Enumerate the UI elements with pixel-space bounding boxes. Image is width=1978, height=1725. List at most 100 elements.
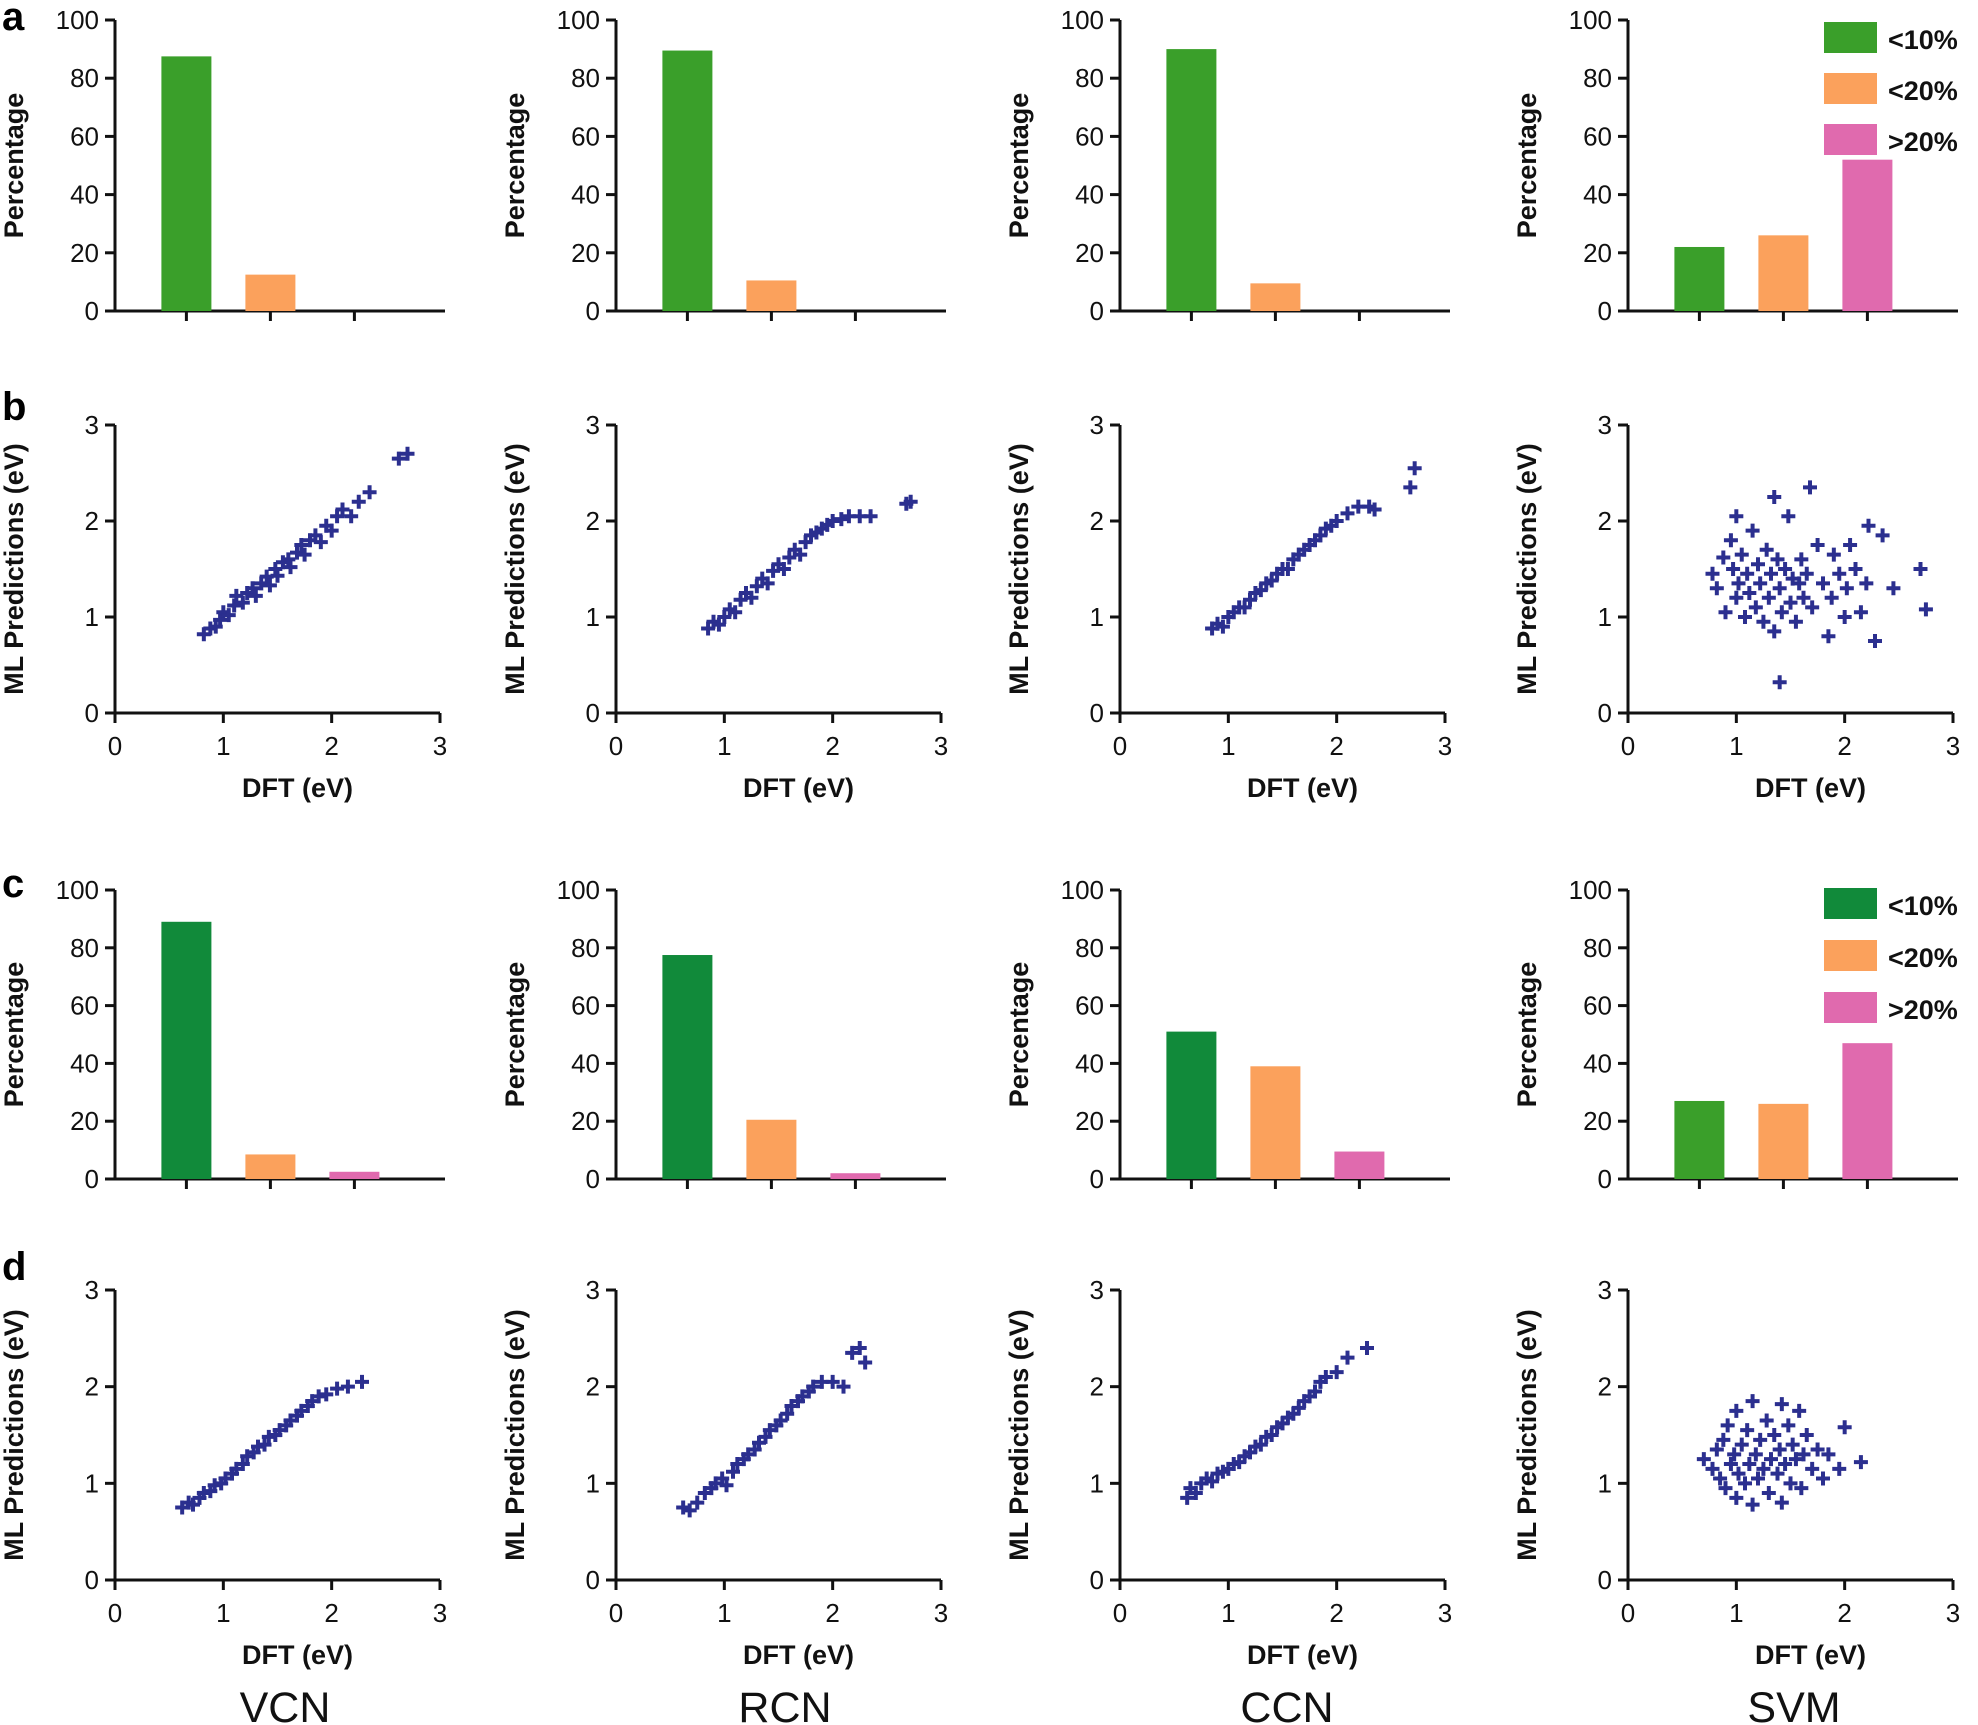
scatter-point	[1215, 619, 1230, 634]
scatter-point	[1792, 576, 1807, 591]
x-tick-label: 0	[1113, 731, 1127, 761]
bar-gt20	[1842, 159, 1893, 311]
model-labels: VCN RCN CCN SVM	[240, 1684, 1841, 1725]
chart-d-rcn: 00 1 1 2 2 3 3 DFT (eV) ML Predictions (eV)	[500, 1275, 948, 1670]
bar-lt10	[662, 955, 713, 1179]
scatter-point	[355, 1374, 369, 1389]
scatter-point	[834, 512, 849, 527]
x-tick-label: 0	[108, 1598, 122, 1628]
scatter-point	[793, 547, 808, 562]
y-tick-label: 20	[571, 238, 600, 268]
scatter-point	[297, 547, 312, 562]
scatter-point	[1340, 506, 1355, 521]
scatter-point	[1748, 600, 1763, 615]
y-tick-label: 60	[1583, 991, 1612, 1021]
y-axis-label: Percentage	[500, 93, 530, 239]
x-tick-label: 1	[1221, 731, 1235, 761]
x-axis-label: DFT (eV)	[1247, 773, 1358, 803]
scatter-point	[1770, 1466, 1785, 1481]
x-tick-label: 2	[1329, 1598, 1343, 1628]
bar-lt10	[161, 56, 212, 311]
y-tick-label: 0	[85, 1164, 99, 1194]
scatter-point	[262, 578, 277, 593]
scatter-point	[903, 494, 918, 509]
scatter-point	[1774, 1495, 1789, 1510]
scatter-points	[1205, 461, 1422, 636]
legend-swatch-lt20	[1824, 73, 1877, 104]
chart-a-rcn: 0 20 40 60 80 100 Percentage	[500, 5, 946, 326]
scatter-point	[1794, 1481, 1809, 1496]
y-tick-label: 1	[85, 1468, 99, 1498]
scatter-point	[1792, 1403, 1807, 1418]
scatter-point	[1705, 566, 1720, 581]
scatter-point	[1824, 590, 1839, 605]
y-tick-label: 2	[85, 506, 99, 536]
scatter-point	[1826, 547, 1841, 562]
y-axis-label: ML Predictions (eV)	[1512, 443, 1542, 695]
scatter-point	[1805, 600, 1820, 615]
scatter-point	[281, 552, 296, 567]
scatter-points	[196, 446, 415, 642]
scatter-point	[1799, 1428, 1814, 1442]
scatter-point	[1839, 581, 1854, 596]
scatter-point	[1810, 1442, 1825, 1457]
y-axis-label: Percentage	[0, 93, 29, 239]
x-tick-label: 2	[1837, 1598, 1851, 1628]
x-tick-label: 2	[324, 1598, 338, 1628]
scatter-point	[1783, 1476, 1798, 1491]
y-tick-label: 2	[1598, 1372, 1612, 1402]
scatter-point	[1403, 480, 1418, 495]
chart-c-vcn: 0 20 40 60 80 100 Percentage	[0, 875, 445, 1194]
y-tick-label: 100	[1569, 5, 1612, 35]
legend-label-lt10: <10%	[1888, 891, 1958, 921]
scatter-point	[1861, 518, 1876, 533]
scatter-point	[1788, 1452, 1803, 1467]
x-tick-label: 2	[324, 731, 338, 761]
scatter-point	[1785, 1437, 1800, 1452]
y-tick-label: 60	[1075, 121, 1104, 151]
scatter-points	[1705, 480, 1933, 690]
x-tick-label: 3	[1438, 731, 1452, 761]
scatter-point	[335, 502, 350, 517]
scatter-point	[1734, 1437, 1749, 1452]
scatter-point	[1761, 1486, 1776, 1500]
y-tick-label: 1	[85, 602, 99, 632]
scatter-point	[294, 538, 309, 552]
scatter-point	[213, 612, 228, 627]
legend-label-gt20: >20%	[1888, 995, 1958, 1025]
y-tick-label: 80	[1075, 63, 1104, 93]
x-axis-label: DFT (eV)	[743, 1640, 854, 1670]
scatter-point	[711, 617, 726, 632]
scatter-point	[1821, 1447, 1836, 1462]
panel-label-a: a	[2, 0, 25, 39]
scatter-point	[319, 1387, 334, 1402]
scatter-point	[1745, 523, 1760, 538]
x-axis-label: DFT (eV)	[1755, 773, 1866, 803]
scatter-point	[744, 590, 759, 605]
y-axis-label: Percentage	[0, 962, 29, 1108]
bar-lt20	[746, 280, 797, 311]
scatter-point	[1796, 1447, 1811, 1462]
y-tick-label: 0	[586, 1164, 600, 1194]
y-tick-label: 0	[1090, 1565, 1104, 1595]
x-axis-label: DFT (eV)	[242, 773, 353, 803]
scatter-point	[1407, 461, 1422, 476]
scatter-point	[719, 1478, 734, 1493]
scatter-point	[283, 560, 298, 575]
scatter-point	[1837, 1420, 1852, 1435]
y-tick-label: 80	[571, 933, 600, 963]
scatter-point	[760, 576, 775, 591]
y-tick-label: 60	[1075, 991, 1104, 1021]
scatter-point	[1781, 509, 1796, 524]
x-axis-label: DFT (eV)	[242, 1640, 353, 1670]
y-tick-label: 80	[70, 63, 99, 93]
x-tick-label: 0	[609, 1598, 623, 1628]
chart-a-svm: 0 20 40 60 80 100 Percentage <10% <20% >20%	[1512, 5, 1958, 326]
y-axis-label: Percentage	[500, 962, 530, 1108]
x-tick-label: 2	[825, 1598, 839, 1628]
legend: <10% <20% >20%	[1824, 22, 1958, 157]
scatter-point	[1237, 600, 1252, 615]
y-tick-label: 60	[571, 991, 600, 1021]
scatter-point	[1748, 1447, 1763, 1462]
